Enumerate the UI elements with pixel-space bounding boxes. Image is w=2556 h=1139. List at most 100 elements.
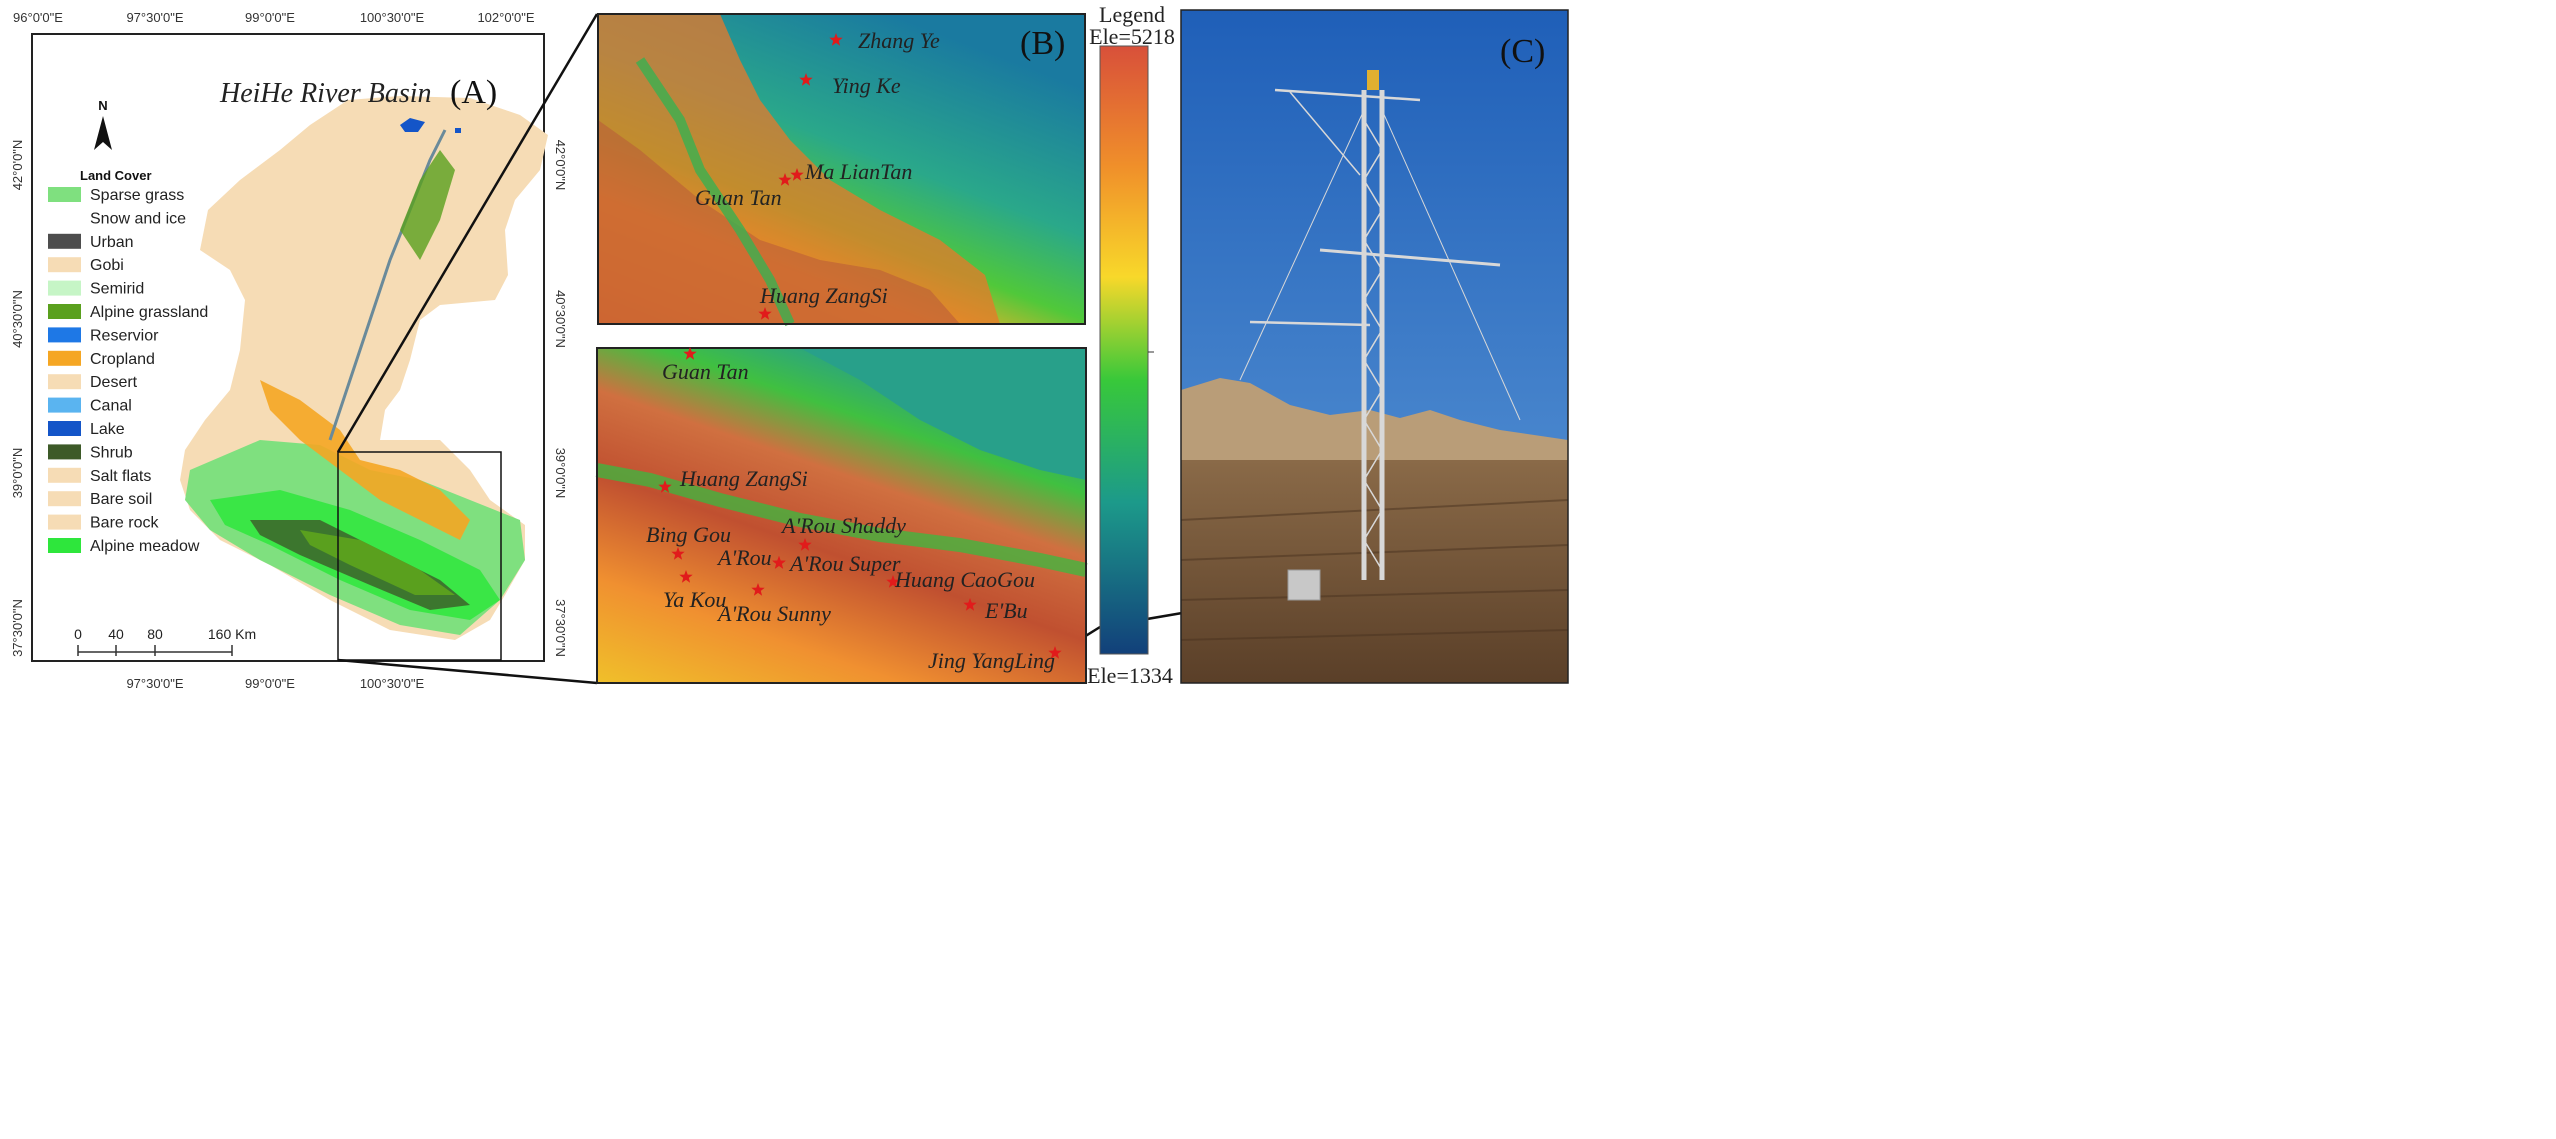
panel-b: (B) Zhang Ye Ying Ke Ma LianTan Guan Tan Hua… — [595, 2, 1175, 688]
legend-label: Semirid — [90, 281, 144, 298]
legend-label: Sparse grass — [90, 187, 184, 204]
lon-tick-bottom: 100°30'0"E — [360, 676, 425, 691]
cropland-zone — [260, 380, 470, 540]
lon-tick-top: 102°0'0"E — [477, 10, 534, 25]
site-marker-icon — [683, 347, 697, 360]
lat-tick-right: 39°0'0"N — [553, 448, 568, 499]
scale-label: 160 Km — [208, 626, 256, 642]
scale-bar: 0 40 80 160 Km — [74, 626, 256, 656]
lat-tick-left: 37°30'0"N — [10, 599, 25, 657]
lat-tick-right: 40°30'0"N — [553, 290, 568, 348]
lat-tick-left: 39°0'0"N — [10, 448, 25, 499]
dem-top-peaks — [598, 120, 960, 324]
legend-swatch — [48, 304, 81, 319]
legend-label: Shrub — [90, 444, 133, 461]
site-marker-icon — [799, 73, 813, 86]
site-label: Jing YangLing — [928, 648, 1055, 673]
top-site-markers: Zhang Ye Ying Ke Ma LianTan Guan Tan Huang Z… — [695, 28, 940, 320]
site-marker-icon — [798, 538, 812, 551]
site-marker-icon — [778, 173, 792, 186]
tower-sensor — [1367, 70, 1379, 90]
legend-swatch — [48, 491, 81, 507]
legend-swatch — [48, 327, 81, 343]
river-vegetation — [400, 150, 455, 260]
elevation-max-label: Ele=5218 — [1089, 24, 1175, 49]
lon-tick-top: 100°30'0"E — [360, 10, 425, 25]
bottom-site-markers: Guan Tan Huang ZangSi Bing Gou A'Rou Shaddy… — [646, 347, 1062, 673]
site-label: A'Rou — [716, 545, 772, 570]
legend-swatch — [48, 233, 81, 249]
elevation-colorbar — [1099, 45, 1149, 655]
lon-tick-top: 99°0'0"E — [245, 10, 295, 25]
north-arrow-icon — [94, 116, 112, 150]
dem-bottom — [595, 347, 1088, 684]
legend-swatch — [48, 257, 81, 273]
legend-label: Reservior — [90, 327, 159, 344]
heihe-river — [328, 129, 447, 441]
legend-label: Desert — [90, 374, 138, 391]
panel-a: 96°0'0"E 97°30'0"E 99°0'0"E 100°30'0"E 1… — [10, 10, 568, 691]
dem-bottom-lowland — [597, 348, 1086, 480]
basin-map — [180, 96, 548, 640]
lat-tick-left: 42°0'0"N — [10, 140, 25, 191]
site-marker-icon — [758, 307, 772, 320]
site-label: Huang ZangSi — [679, 466, 808, 491]
site-marker-icon — [751, 583, 765, 596]
site-marker-icon — [772, 556, 786, 569]
panel-b-label: (B) — [1020, 25, 1065, 62]
legend-swatch — [48, 467, 81, 483]
lon-tick-bottom: 97°30'0"E — [126, 676, 183, 691]
legend-swatch — [48, 350, 81, 366]
legend-label: Snow and ice — [90, 210, 186, 227]
flux-tower — [1239, 88, 1521, 580]
elevation-min-label: Ele=1334 — [1087, 663, 1173, 688]
legend-title: Land Cover — [80, 168, 152, 183]
scale-label: 80 — [147, 626, 163, 642]
lake-shape-small — [455, 128, 461, 133]
legend-swatch — [48, 210, 81, 226]
graticule-labels: 96°0'0"E 97°30'0"E 99°0'0"E 100°30'0"E 1… — [10, 10, 568, 691]
site-marker-icon — [829, 33, 843, 46]
north-arrow: N — [94, 98, 112, 150]
map-title: HeiHe River Basin — [219, 78, 432, 109]
site-marker-icon — [1048, 646, 1062, 659]
lon-tick-top: 96°0'0"E — [13, 10, 63, 25]
site-label: Guan Tan — [662, 359, 749, 384]
lake-shape — [400, 118, 425, 132]
site-label: Bing Gou — [646, 522, 731, 547]
north-label: N — [98, 98, 107, 113]
legend-label: Salt flats — [90, 468, 151, 485]
site-marker-icon — [679, 570, 693, 583]
legend-swatch — [48, 538, 81, 553]
elevation-legend-title: Legend — [1099, 2, 1165, 27]
site-label: A'Rou Super — [788, 551, 901, 576]
panel-c: (C) — [1180, 9, 1569, 684]
lon-tick-top: 97°30'0"E — [126, 10, 183, 25]
lat-tick-right: 37°30'0"N — [553, 599, 568, 657]
legend-swatch — [48, 187, 81, 202]
legend-label: Bare soil — [90, 491, 152, 508]
scale-label: 0 — [74, 626, 82, 642]
site-marker-icon — [658, 480, 672, 493]
legend-swatch — [48, 374, 81, 390]
dem-top-valley — [635, 57, 795, 327]
site-label: Ying Ke — [832, 73, 901, 98]
dem-top — [597, 13, 1086, 327]
site-label: Ma LianTan — [804, 159, 912, 184]
site-label: Huang CaoGou — [894, 567, 1035, 592]
land-cover-legend: Sparse grass Snow and ice Urban Gobi Semirid… — [48, 187, 208, 555]
scale-label: 40 — [108, 626, 124, 642]
site-label: Guan Tan — [695, 185, 782, 210]
panel-a-label: (A) — [450, 74, 497, 111]
panel-c-label: (C) — [1500, 33, 1545, 70]
legend-label: Gobi — [90, 257, 124, 274]
legend-swatch — [48, 444, 81, 460]
site-marker-icon — [963, 598, 977, 611]
lon-tick-bottom: 99°0'0"E — [245, 676, 295, 691]
legend-swatch — [48, 421, 81, 436]
legend-label: Alpine meadow — [90, 538, 200, 555]
legend-label: Cropland — [90, 351, 155, 368]
elevation-legend: Legend Ele=5218 Ele=1334 — [1087, 2, 1175, 688]
legend-swatch — [48, 397, 81, 413]
